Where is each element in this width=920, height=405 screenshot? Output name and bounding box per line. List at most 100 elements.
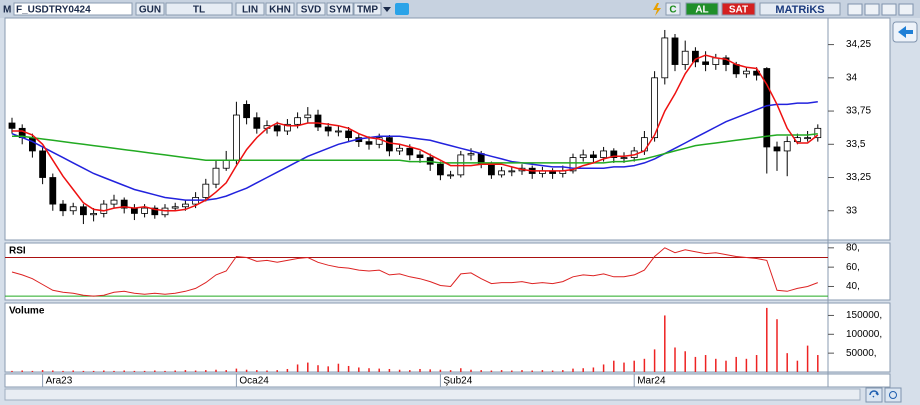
candle-body — [600, 150, 607, 158]
candle-body — [661, 37, 669, 79]
volume-bar — [154, 370, 156, 372]
toolbar-cell[interactable] — [326, 2, 354, 16]
volume-bar — [276, 370, 278, 372]
candle-body — [345, 130, 353, 139]
volume-bar — [613, 360, 615, 372]
moving-average — [12, 132, 818, 164]
toolbar-cell[interactable] — [135, 2, 165, 16]
candle-body — [151, 207, 159, 216]
volume-bar — [184, 370, 187, 372]
volume-bar — [52, 370, 54, 372]
candle-body — [467, 153, 475, 156]
twitter-icon[interactable] — [395, 3, 409, 15]
volume-bar — [409, 370, 411, 372]
candle-body — [28, 137, 36, 152]
price-panel — [4, 17, 891, 241]
y-tick-label: 100000, — [846, 329, 882, 340]
toolbar-cell[interactable] — [296, 2, 326, 16]
volume-bar — [806, 345, 809, 372]
volume-bar — [419, 368, 421, 372]
volume-bar — [174, 370, 176, 372]
candle-body — [508, 170, 516, 173]
candle-body — [8, 122, 16, 129]
candle-body — [110, 199, 118, 205]
volume-bar — [531, 370, 533, 372]
volume-bar — [368, 368, 370, 372]
volume-bar — [82, 370, 85, 372]
candle-body — [80, 206, 87, 216]
candle-body — [406, 147, 414, 156]
candle-body — [732, 64, 740, 75]
volume-bar — [725, 360, 727, 372]
date-axis — [4, 373, 891, 388]
volume-bar — [11, 370, 13, 372]
toolbar-cell[interactable] — [235, 2, 265, 16]
toolbar-button[interactable] — [721, 2, 756, 16]
volume-bar — [786, 353, 788, 372]
volume-bar — [653, 349, 656, 372]
toolbar-button[interactable] — [685, 2, 719, 16]
candle-body — [814, 127, 822, 139]
toolbar-button-label: SAT — [729, 5, 748, 16]
candle-body — [610, 150, 618, 158]
volume-bar — [623, 362, 625, 372]
candle-body — [59, 203, 67, 212]
candle-body — [171, 206, 179, 209]
volume-bar — [582, 368, 584, 372]
refresh-icon — [869, 390, 879, 398]
candle-body — [447, 174, 455, 177]
candle-body — [314, 114, 322, 128]
restore-button[interactable] — [864, 3, 880, 16]
volume-bar — [735, 356, 737, 372]
volume-bar — [745, 358, 748, 372]
refresh-button[interactable] — [865, 387, 883, 403]
volume-bar — [755, 355, 758, 372]
volume-bar — [266, 370, 268, 372]
close-button[interactable] — [898, 3, 914, 16]
candle-body — [487, 163, 495, 176]
toolbar-label: SYM — [329, 5, 351, 16]
candle-body — [69, 206, 77, 212]
candle-body — [365, 141, 373, 145]
y-tick-label: 34,25 — [846, 39, 871, 50]
volume-bar — [72, 370, 74, 372]
brand: MATRiKS — [775, 4, 824, 16]
volume-bar — [551, 370, 554, 372]
toolbar-cell[interactable] — [165, 2, 233, 16]
maximize-button[interactable] — [881, 3, 897, 16]
volume-bar — [194, 370, 197, 372]
candle-body — [620, 157, 628, 159]
volume-bar — [817, 355, 819, 372]
candle-body — [232, 114, 240, 161]
candle-body — [181, 203, 189, 208]
panel-title: RSI — [9, 246, 26, 257]
candle-body — [130, 207, 138, 214]
volume-bar — [347, 365, 350, 372]
zoom-button[interactable] — [884, 387, 902, 403]
candle-body — [141, 207, 149, 214]
volume-bar — [521, 370, 523, 372]
lightning-icon[interactable] — [653, 3, 661, 16]
volume-bar — [388, 368, 391, 372]
scrollbar[interactable] — [4, 388, 861, 401]
toolbar-cell[interactable] — [13, 2, 133, 16]
toolbar-button[interactable] — [665, 2, 681, 16]
volume-bar — [429, 369, 431, 372]
volume-bar — [715, 358, 717, 372]
toolbar-cell[interactable] — [353, 2, 382, 16]
moving-average — [12, 54, 819, 212]
toolbar-button-label: AL — [695, 5, 708, 16]
volume-bar — [633, 360, 635, 372]
volume-bar — [643, 358, 646, 372]
candle-body — [243, 104, 251, 119]
x-tick-label: Şub24 — [443, 376, 472, 387]
candle-body — [804, 137, 811, 140]
minimize-button[interactable] — [847, 3, 863, 16]
rsi-line — [11, 247, 818, 297]
dropdown-arrow[interactable] — [383, 7, 391, 12]
toolbar-cell[interactable] — [265, 2, 295, 16]
moving-average — [11, 100, 818, 201]
volume-bar — [602, 364, 605, 372]
volume-bar — [31, 370, 34, 372]
